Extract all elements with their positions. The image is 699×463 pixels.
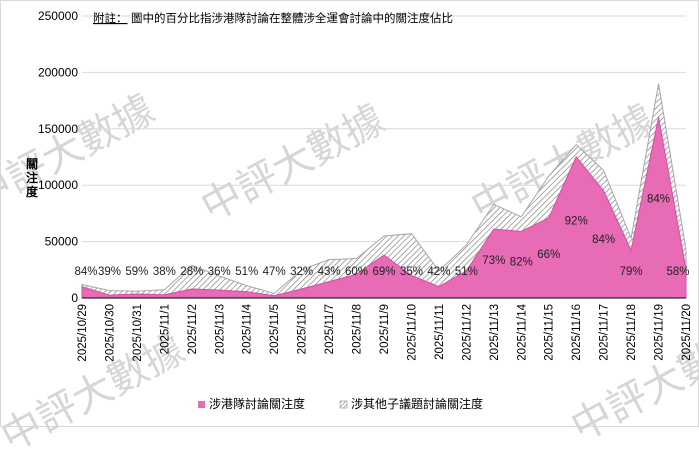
data-label: 82% [510, 256, 533, 268]
data-label: 79% [620, 266, 643, 278]
stacked-area-chart: 84% 39% 59% 38% 28% 36% 51% 47% 32% 43% 60% 69% 35% 4… [26, 9, 693, 411]
data-label: 84% [74, 266, 97, 278]
data-label: 92% [565, 215, 588, 227]
data-label: 38% [153, 266, 176, 278]
y-tick-label: 200000 [38, 65, 78, 79]
y-axis-label: 注 [26, 170, 38, 185]
data-label: 51% [455, 266, 478, 278]
note-text: 圖中的百分比指涉港隊討論在整體涉全運會討論中的關注度佔比 [131, 11, 453, 25]
note-prefix: 附註： [93, 11, 128, 25]
x-tick-label: 2025/11/1 [159, 304, 171, 354]
x-tick-label: 2025/11/11 [434, 304, 446, 360]
y-tick-label: 50000 [45, 235, 79, 249]
x-tick-label: 2025/11/7 [324, 304, 336, 354]
legend-swatch-other [339, 400, 348, 409]
x-tick-label: 2025/11/13 [489, 304, 501, 361]
x-tick-label: 2025/11/19 [654, 304, 666, 361]
x-tick-label: 2025/11/15 [544, 304, 556, 361]
legend-swatch-hk [198, 401, 205, 408]
x-tick-label: 2025/10/31 [132, 304, 144, 362]
x-tick-label: 2025/11/18 [626, 304, 638, 361]
y-axis-label: 度 [26, 184, 39, 199]
data-label: 60% [345, 266, 368, 278]
x-tick-label: 2025/10/30 [104, 304, 116, 362]
y-tick-label: 250000 [38, 9, 78, 23]
y-tick-label: 100000 [38, 178, 78, 192]
x-tick-label: 2025/11/8 [352, 304, 364, 354]
x-tick-label: 2025/11/12 [461, 304, 473, 361]
x-tick-label: 2025/11/5 [269, 304, 281, 354]
data-label: 47% [263, 266, 286, 278]
x-tick-label: 2025/11/10 [406, 304, 418, 361]
x-tick-label: 2025/11/2 [187, 304, 199, 354]
data-label: 39% [98, 266, 121, 278]
data-label: 36% [208, 266, 231, 278]
data-label: 66% [537, 249, 560, 261]
y-tick-label: 150000 [38, 122, 78, 136]
x-tick-label: 2025/11/16 [571, 304, 583, 361]
x-tick-label: 2025/11/6 [297, 304, 309, 354]
data-label: 59% [125, 266, 148, 278]
data-label: 69% [372, 266, 395, 278]
data-label: 42% [427, 266, 450, 278]
x-tick-label: 2025/11/4 [242, 303, 254, 354]
data-label: 51% [235, 266, 258, 278]
x-tick-label: 2025/11/14 [516, 303, 528, 360]
x-tick-label: 2025/11/3 [214, 304, 226, 354]
data-label: 43% [318, 266, 341, 278]
series-hk-area [81, 117, 687, 299]
data-label: 58% [666, 266, 689, 278]
data-label: 35% [400, 266, 423, 278]
x-tick-label: 2025/11/17 [599, 304, 611, 361]
data-label: 73% [482, 255, 505, 267]
x-tick-label: 2025/10/29 [77, 304, 89, 362]
y-tick-label: 0 [71, 291, 78, 305]
legend-label-hk: 涉港隊討論關注度 [209, 396, 305, 411]
y-axis-label: 關 [26, 157, 38, 171]
data-label: 28% [180, 266, 203, 278]
x-tick-label: 2025/11/9 [379, 304, 391, 354]
data-label: 84% [647, 194, 670, 206]
x-tick-label: 2025/11/20 [681, 304, 693, 361]
data-label: 32% [290, 266, 313, 278]
legend-label-other: 涉其他子議題討論關注度 [351, 396, 483, 411]
data-label: 84% [592, 234, 615, 246]
